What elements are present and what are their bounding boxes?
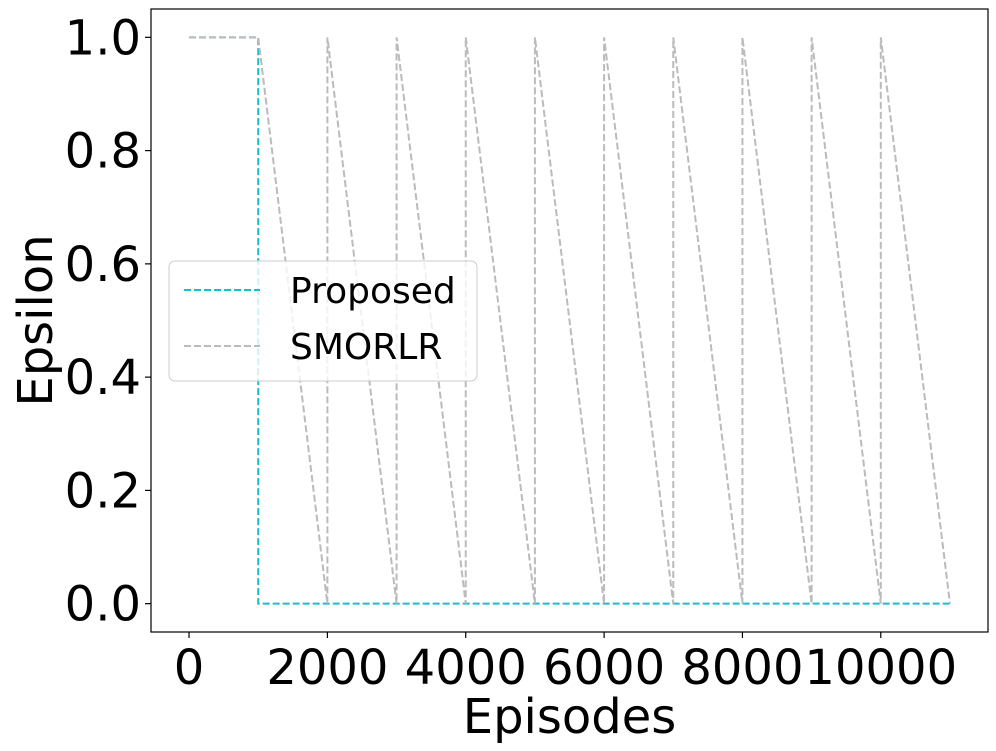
y-tick-label: 0.8 (65, 124, 141, 180)
x-tick-label: 0 (174, 640, 205, 696)
series-line-smorlr (189, 36, 951, 604)
x-tick-label: 10000 (804, 640, 957, 696)
x-axis-title: Episodes (463, 689, 677, 745)
y-axis-title: Epsilon (8, 234, 64, 406)
x-tick-label: 2000 (266, 640, 388, 696)
x-tick-label: 8000 (681, 640, 803, 696)
x-tick-label: 4000 (405, 640, 527, 696)
x-tick-label: 6000 (543, 640, 665, 696)
y-tick-label: 0.4 (65, 350, 141, 406)
legend: Proposed SMORLR (168, 260, 478, 382)
legend-label-proposed: Proposed (290, 271, 456, 312)
y-tick-label: 1.0 (65, 10, 141, 66)
plot-frame (150, 8, 989, 633)
y-tick-label: 0.0 (65, 577, 141, 633)
ticks-layer: 0 2000 4000 6000 8000 10000 0.0 0.2 0.4 0.6 0.8 1.0 (65, 10, 957, 696)
y-tick-label: 0.2 (65, 463, 141, 519)
legend-label-smorlr: SMORLR (290, 327, 442, 368)
y-tick-label: 0.6 (65, 237, 141, 293)
